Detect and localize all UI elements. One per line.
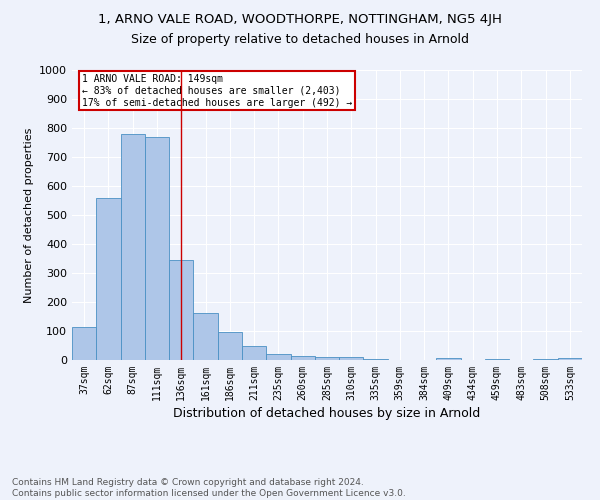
X-axis label: Distribution of detached houses by size in Arnold: Distribution of detached houses by size …: [173, 407, 481, 420]
Bar: [339, 357, 364, 360]
Bar: [72, 326, 96, 360]
Bar: [121, 134, 145, 360]
Y-axis label: Number of detached properties: Number of detached properties: [23, 128, 34, 302]
Bar: [364, 358, 388, 360]
Bar: [193, 313, 218, 360]
Bar: [145, 136, 169, 360]
Bar: [290, 356, 315, 360]
Bar: [436, 358, 461, 360]
Text: 1, ARNO VALE ROAD, WOODTHORPE, NOTTINGHAM, NG5 4JH: 1, ARNO VALE ROAD, WOODTHORPE, NOTTINGHA…: [98, 12, 502, 26]
Text: 1 ARNO VALE ROAD: 149sqm
← 83% of detached houses are smaller (2,403)
17% of sem: 1 ARNO VALE ROAD: 149sqm ← 83% of detach…: [82, 74, 352, 108]
Bar: [218, 332, 242, 360]
Bar: [558, 358, 582, 360]
Bar: [485, 358, 509, 360]
Bar: [266, 354, 290, 360]
Bar: [315, 356, 339, 360]
Bar: [169, 260, 193, 360]
Text: Size of property relative to detached houses in Arnold: Size of property relative to detached ho…: [131, 32, 469, 46]
Bar: [96, 198, 121, 360]
Bar: [242, 346, 266, 360]
Text: Contains HM Land Registry data © Crown copyright and database right 2024.
Contai: Contains HM Land Registry data © Crown c…: [12, 478, 406, 498]
Bar: [533, 358, 558, 360]
